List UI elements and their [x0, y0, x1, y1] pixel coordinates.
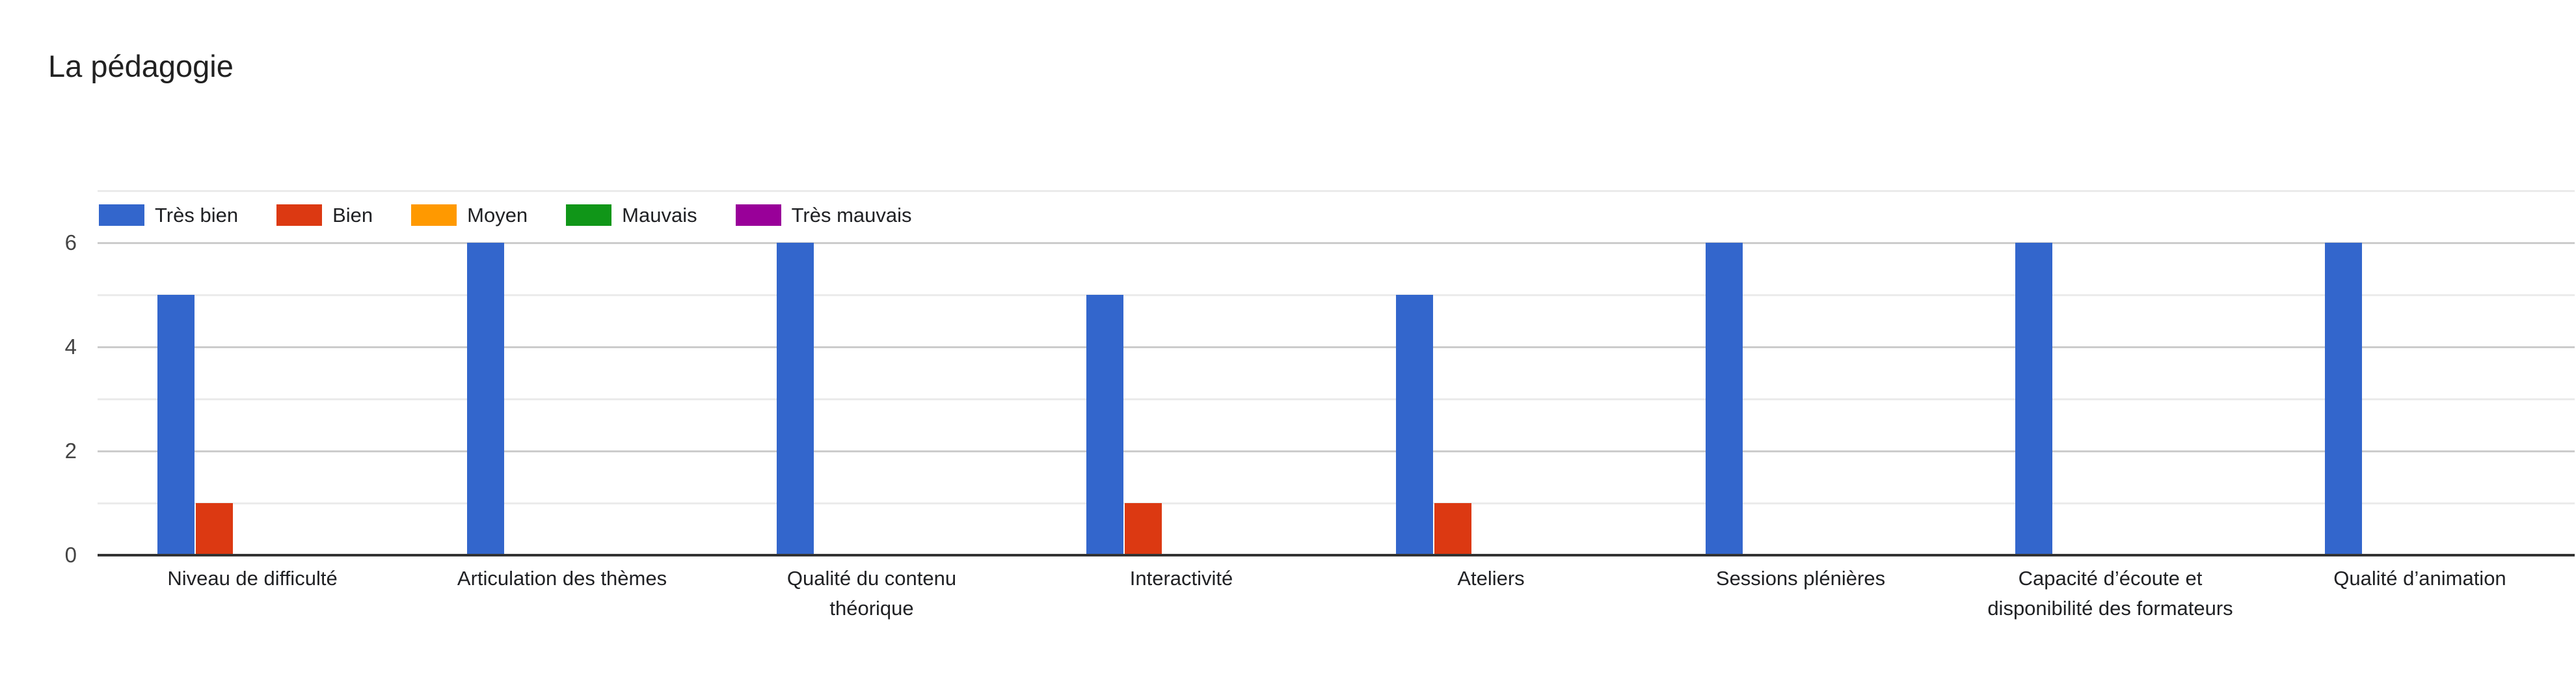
gridline-5 — [98, 294, 2575, 296]
legend-swatch — [735, 204, 781, 226]
legend-item-2: Bien — [276, 204, 373, 226]
legend-item-3: Moyen — [411, 204, 528, 226]
x-axis-label-4: Interactivité — [1026, 564, 1336, 594]
x-axis-label-5: Ateliers — [1336, 564, 1646, 594]
x-axis-label-7: Capacité d’écoute et disponibilité des f… — [1955, 564, 2265, 624]
legend-label: Mauvais — [622, 204, 697, 226]
gridline-4 — [98, 346, 2575, 348]
legend-label: Moyen — [467, 204, 528, 226]
x-axis-label-6: Sessions plénières — [1646, 564, 1955, 594]
legend-item-5: Très mauvais — [735, 204, 912, 226]
y-tick-label-2: 2 — [64, 439, 77, 463]
x-axis-label-8: Qualité d’animation — [2265, 564, 2575, 594]
legend-swatch — [566, 204, 612, 226]
x-axis-label-text: Sessions plénières — [1715, 567, 1886, 590]
legend-swatch — [99, 204, 144, 226]
x-axis-label-2: Articulation des thèmes — [407, 564, 717, 594]
gridline-2 — [98, 450, 2575, 452]
y-tick-label-4: 4 — [64, 335, 77, 359]
x-axis-label-text: Ateliers — [1457, 567, 1525, 590]
legend-item-1: Très bien — [99, 204, 238, 226]
bar-très-bien — [1086, 295, 1123, 555]
x-axis-label-text: Articulation des thèmes — [457, 567, 667, 590]
x-axis-label-3: Qualité du contenu théorique — [717, 564, 1026, 624]
bar-très-bien — [466, 243, 504, 555]
x-axis-line — [98, 554, 2575, 556]
bar-très-bien — [1395, 295, 1433, 555]
legend-item-4: Mauvais — [566, 204, 697, 226]
bar-très-bien — [1705, 243, 1743, 555]
x-axis-label-text: Interactivité — [1129, 567, 1233, 590]
plot-area — [98, 190, 2575, 556]
x-axis-label-text: Niveau de difficulté — [167, 567, 338, 590]
legend-label: Très bien — [155, 204, 239, 226]
x-axis-label-text: Qualité d’animation — [2333, 567, 2506, 590]
y-tick-label-6: 6 — [64, 230, 77, 254]
gridline-6 — [98, 242, 2575, 244]
bar-très-bien — [776, 243, 814, 555]
chart-title: La pédagogie — [48, 49, 234, 83]
x-axis-label-text: Capacité d’écoute et disponibilité des f… — [1987, 567, 2233, 620]
bar-bien — [1434, 503, 1471, 555]
legend-label: Très mauvais — [791, 204, 912, 226]
gridline-7 — [98, 190, 2575, 192]
gridline-1 — [98, 502, 2575, 504]
bar-bien — [195, 503, 233, 555]
legend: Très bien Bien Moyen Mauvais Très mauvais — [99, 204, 912, 226]
bar-bien — [1124, 503, 1162, 555]
legend-swatch — [276, 204, 323, 226]
legend-swatch — [411, 204, 457, 226]
bar-très-bien — [2324, 243, 2362, 555]
bar-très-bien — [157, 295, 195, 555]
x-axis-label-text: Qualité du contenu théorique — [786, 567, 957, 620]
bar-très-bien — [2015, 243, 2052, 555]
gridline-3 — [98, 398, 2575, 400]
y-tick-label-0: 0 — [64, 543, 77, 567]
legend-label: Bien — [332, 204, 373, 226]
x-axis-label-1: Niveau de difficulté — [98, 564, 407, 594]
